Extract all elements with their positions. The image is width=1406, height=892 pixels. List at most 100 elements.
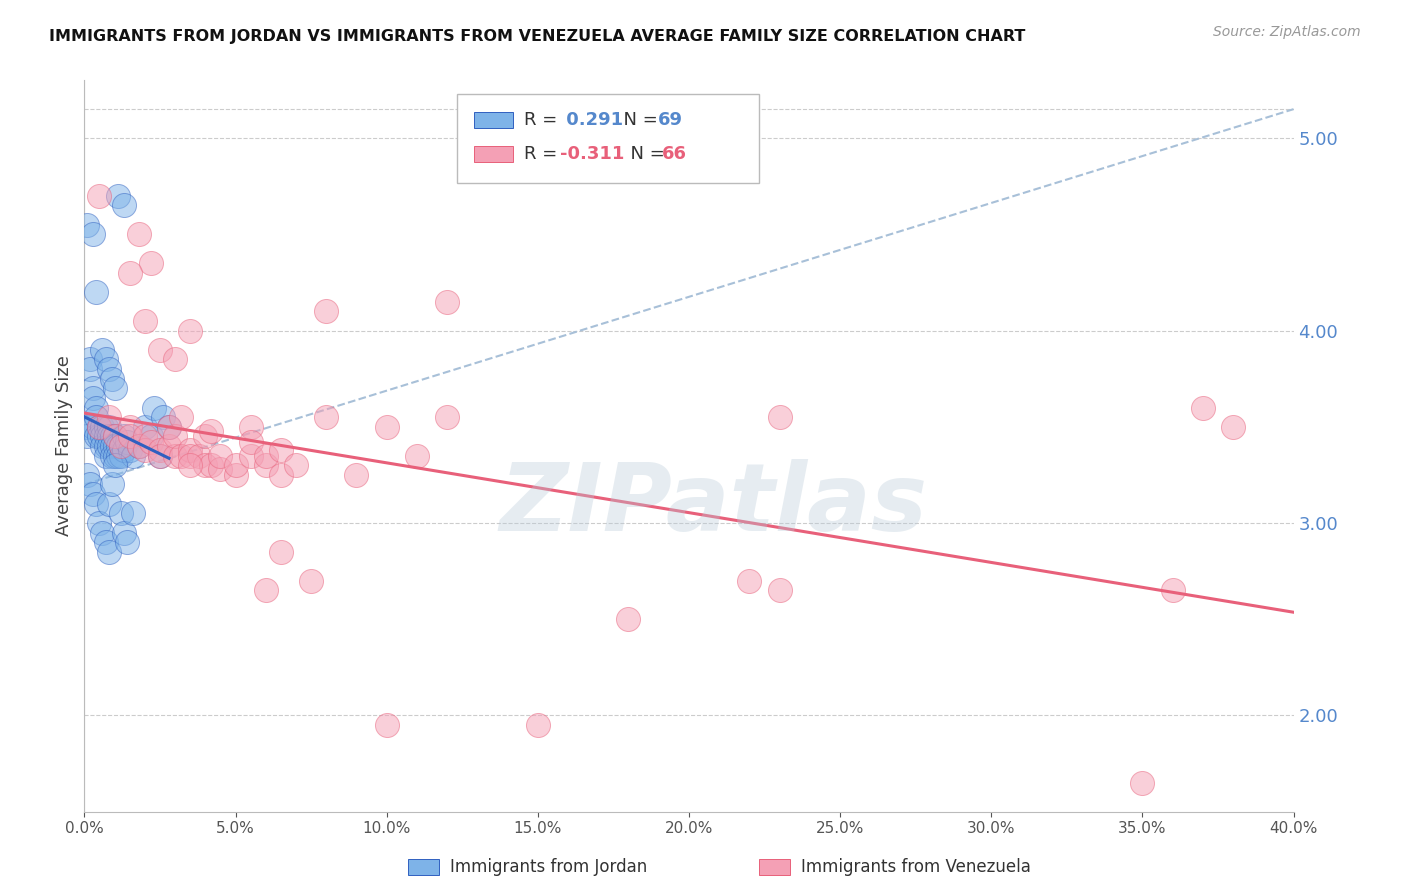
Point: [86, 497, 108, 511]
Text: 69: 69: [658, 112, 683, 129]
Point: [107, 188, 129, 202]
Point: [82, 381, 104, 395]
Point: [94, 419, 117, 434]
Point: [149, 449, 172, 463]
Point: [239, 419, 262, 434]
Point: [179, 449, 201, 463]
Point: [139, 256, 162, 270]
Point: [436, 410, 458, 425]
Text: Immigrants from Jordan: Immigrants from Jordan: [450, 858, 647, 876]
Point: [239, 449, 262, 463]
Point: [436, 294, 458, 309]
Point: [115, 435, 138, 450]
Point: [110, 439, 132, 453]
Text: 66: 66: [662, 145, 688, 163]
Text: 0.291: 0.291: [560, 112, 623, 129]
Point: [112, 198, 135, 212]
Point: [97, 410, 120, 425]
Point: [209, 462, 232, 476]
Point: [115, 535, 138, 549]
Point: [79, 477, 101, 491]
Point: [94, 429, 117, 443]
Text: Source: ZipAtlas.com: Source: ZipAtlas.com: [1213, 25, 1361, 39]
Text: ZIPatlas: ZIPatlas: [499, 458, 927, 550]
Point: [406, 449, 429, 463]
Point: [100, 439, 122, 453]
Point: [107, 449, 129, 463]
Point: [79, 362, 101, 376]
Point: [86, 429, 108, 443]
Point: [170, 449, 193, 463]
Point: [97, 362, 120, 376]
Point: [134, 442, 156, 457]
Point: [128, 439, 150, 453]
Point: [769, 583, 792, 598]
Point: [86, 410, 108, 425]
Point: [128, 227, 150, 242]
Point: [118, 419, 141, 434]
Point: [1192, 401, 1215, 415]
Point: [769, 410, 792, 425]
Point: [110, 439, 132, 453]
Point: [100, 429, 122, 443]
Point: [299, 574, 322, 588]
Point: [79, 352, 101, 367]
Point: [76, 419, 98, 434]
Point: [170, 410, 193, 425]
Point: [91, 419, 114, 434]
Text: R =: R =: [524, 112, 564, 129]
Point: [118, 442, 141, 457]
Point: [738, 574, 761, 588]
Point: [100, 371, 122, 385]
Text: N =: N =: [619, 145, 671, 163]
Point: [157, 439, 180, 453]
Point: [617, 612, 640, 626]
Point: [104, 429, 127, 443]
Point: [165, 449, 187, 463]
Y-axis label: Average Family Size: Average Family Size: [55, 356, 73, 536]
Point: [346, 467, 368, 482]
Point: [1130, 776, 1153, 790]
Point: [86, 285, 108, 299]
Point: [142, 401, 165, 415]
Point: [89, 419, 111, 434]
Text: Immigrants from Venezuela: Immigrants from Venezuela: [801, 858, 1031, 876]
Point: [179, 324, 201, 338]
Point: [194, 429, 217, 443]
Point: [270, 545, 292, 559]
Point: [315, 304, 337, 318]
Point: [315, 410, 337, 425]
Point: [157, 419, 180, 434]
Point: [97, 439, 120, 453]
Point: [121, 507, 143, 521]
Point: [107, 439, 129, 453]
Point: [104, 449, 127, 463]
Point: [94, 352, 117, 367]
Point: [149, 343, 172, 357]
Point: [97, 429, 120, 443]
Point: [527, 718, 550, 732]
Point: [200, 424, 222, 438]
Point: [149, 442, 172, 457]
Point: [100, 449, 122, 463]
Point: [139, 429, 162, 443]
Point: [239, 435, 262, 450]
Point: [110, 507, 132, 521]
Point: [200, 458, 222, 473]
Point: [118, 429, 141, 443]
Point: [1222, 419, 1244, 434]
Text: N =: N =: [612, 112, 664, 129]
Point: [76, 429, 98, 443]
Point: [91, 429, 114, 443]
Point: [194, 458, 217, 473]
Point: [165, 352, 187, 367]
Point: [76, 218, 98, 232]
Point: [89, 429, 111, 443]
Point: [128, 439, 150, 453]
Point: [254, 458, 277, 473]
Point: [94, 449, 117, 463]
Point: [1161, 583, 1184, 598]
Point: [139, 435, 162, 450]
Point: [188, 449, 211, 463]
Point: [91, 525, 114, 540]
